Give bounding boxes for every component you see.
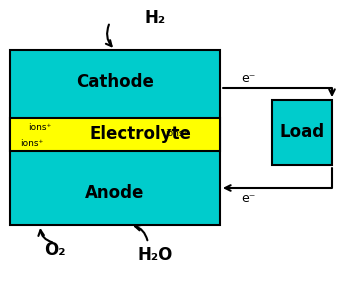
Text: Load: Load [279, 123, 324, 141]
Text: H₂: H₂ [144, 9, 166, 27]
Text: H₂O: H₂O [137, 246, 173, 264]
Text: ions⁺: ions⁺ [165, 130, 188, 139]
Bar [10, 50, 220, 225]
Text: ions⁺: ions⁺ [20, 139, 43, 148]
Text: Electrolyte: Electrolyte [89, 125, 191, 143]
Text: e⁻: e⁻ [241, 71, 255, 85]
Text: Cathode: Cathode [76, 73, 154, 91]
Bar [10, 118, 220, 151]
Text: ions⁺: ions⁺ [28, 124, 51, 133]
Bar [272, 100, 332, 165]
Text: O₂: O₂ [44, 241, 66, 259]
Text: Anode: Anode [85, 184, 145, 202]
Text: e⁻: e⁻ [241, 191, 255, 205]
